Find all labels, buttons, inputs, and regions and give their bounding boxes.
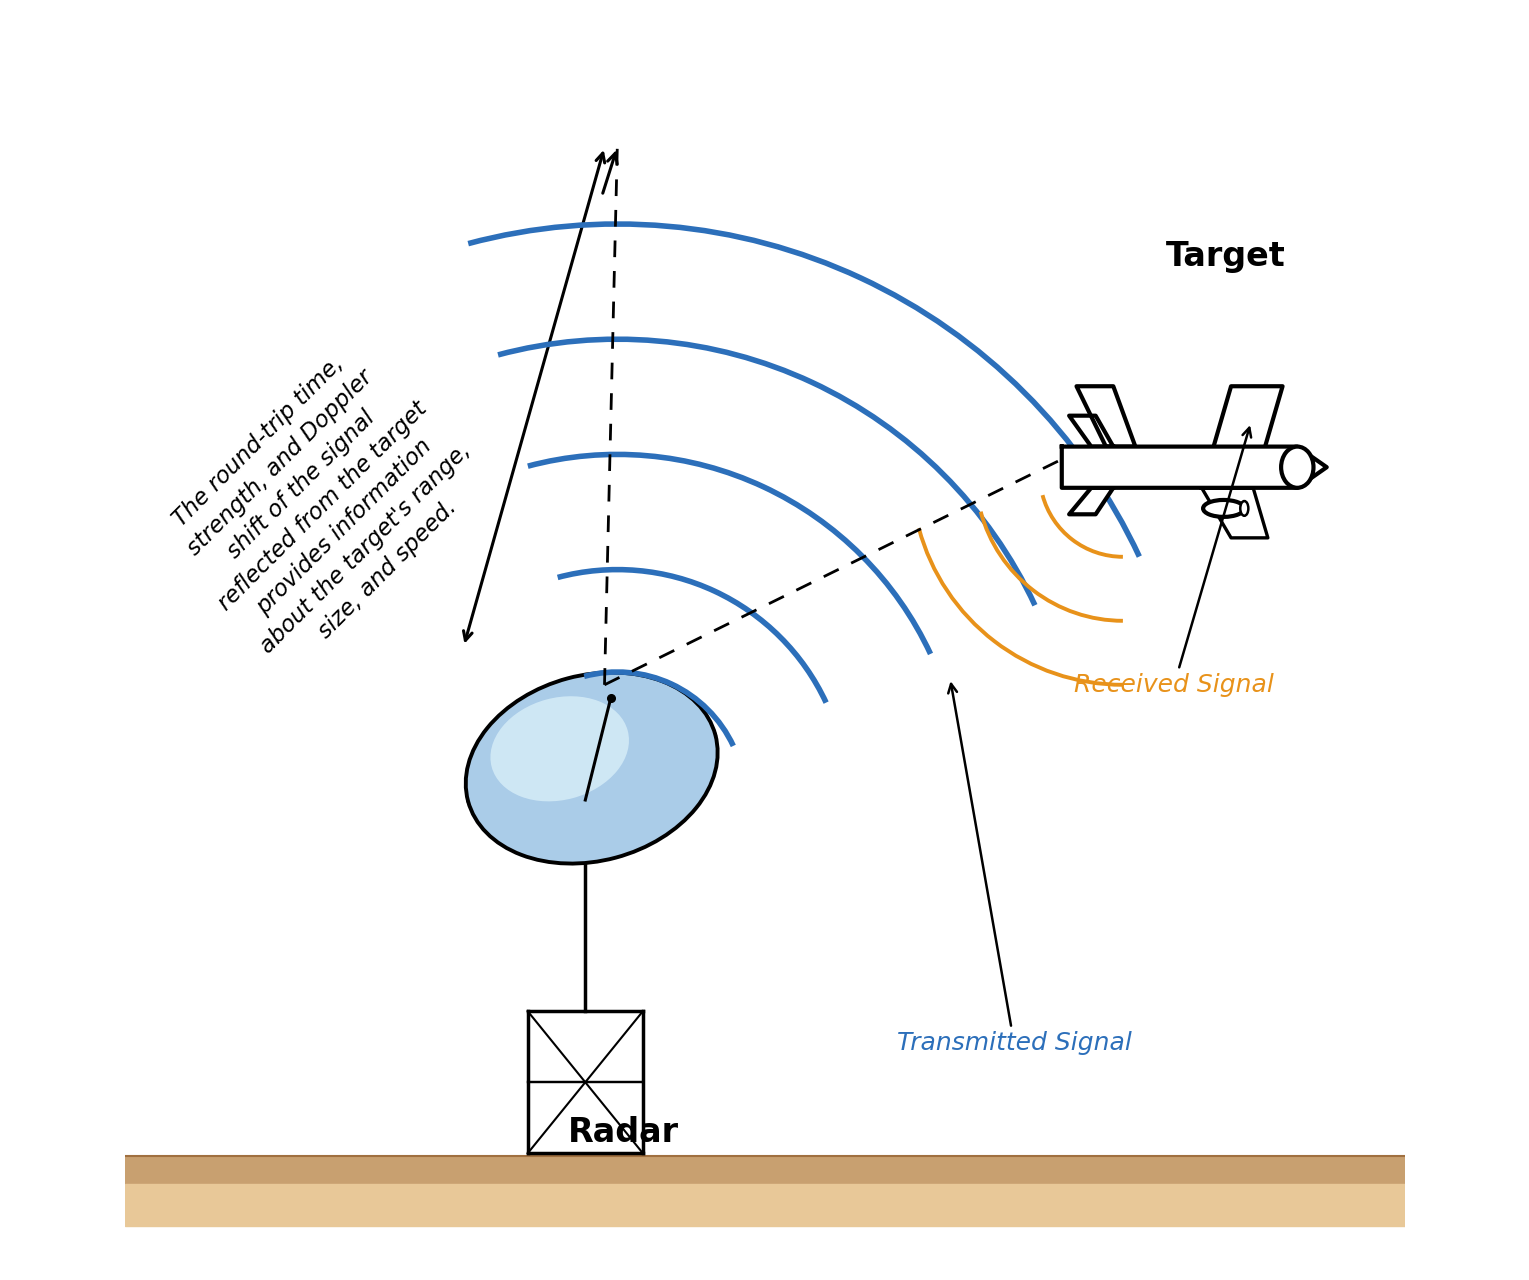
Ellipse shape <box>1240 500 1248 516</box>
Text: Received Signal: Received Signal <box>1075 428 1274 696</box>
Text: Radar: Radar <box>569 1116 679 1149</box>
Ellipse shape <box>466 672 717 864</box>
Bar <box>124 1156 1405 1184</box>
Text: Target: Target <box>1165 239 1286 273</box>
Polygon shape <box>1061 447 1327 488</box>
Ellipse shape <box>468 728 716 808</box>
Ellipse shape <box>491 696 628 801</box>
Bar <box>124 1184 1405 1226</box>
Polygon shape <box>1202 488 1268 538</box>
Text: Transmitted Signal: Transmitted Signal <box>896 684 1131 1055</box>
Polygon shape <box>1202 387 1283 488</box>
Polygon shape <box>1069 488 1113 515</box>
Ellipse shape <box>1203 500 1245 517</box>
Ellipse shape <box>1281 447 1313 488</box>
Polygon shape <box>1076 387 1136 447</box>
Polygon shape <box>1069 416 1113 447</box>
Text: The round-trip time,
strength, and Doppler
shift of the signal
reflected from th: The round-trip time, strength, and Doppl… <box>150 332 497 680</box>
